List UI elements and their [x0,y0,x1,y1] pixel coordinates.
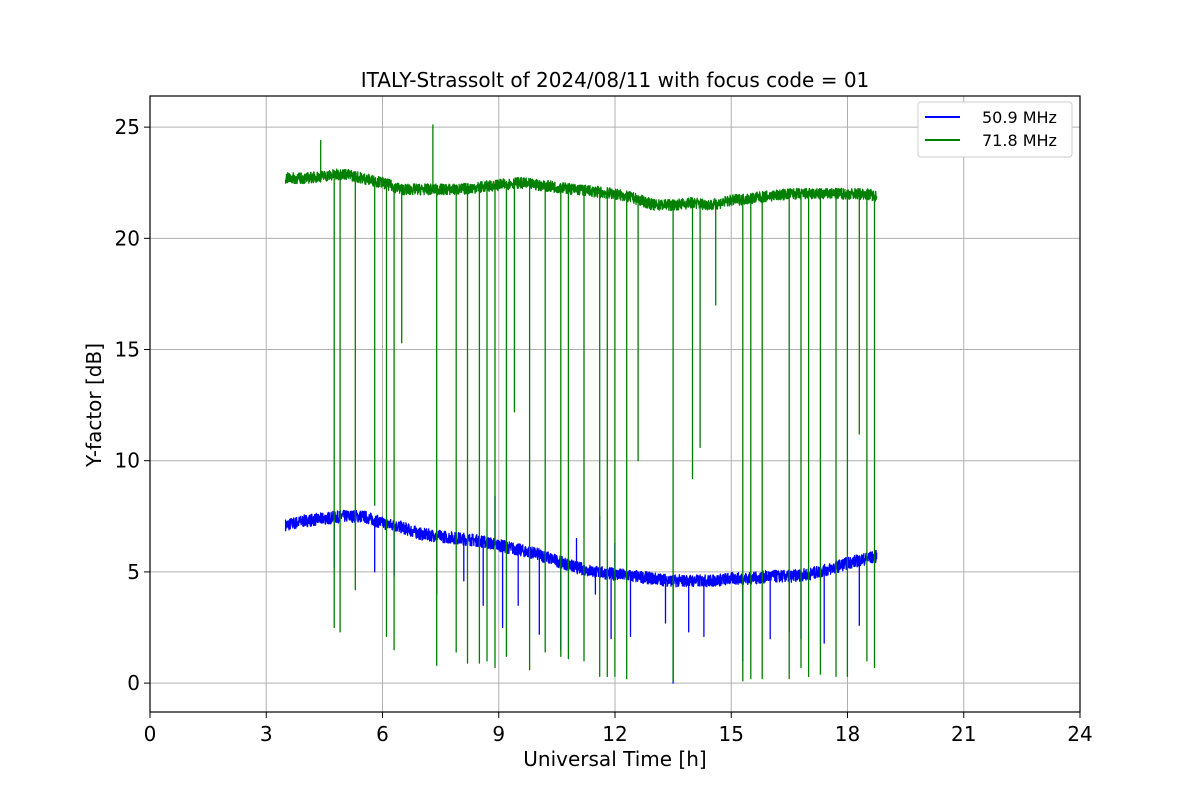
y-tick-label: 0 [127,671,140,695]
ticks: 0 3 6 9 12 15 18 21 24 0 5 10 15 20 25 [115,115,1093,746]
x-axis-label: Universal Time [h] [523,747,706,771]
x-tick-label: 12 [602,722,627,746]
y-tick-label: 25 [115,115,140,139]
legend-label-50-9: 50.9 MHz [982,108,1057,127]
x-tick-label: 9 [492,722,505,746]
legend-box [917,101,1073,158]
legend-label-71-8: 71.8 MHz [982,131,1057,150]
series-line-50-9-mhz [284,495,878,684]
x-tick-label: 3 [260,722,273,746]
x-tick-label: 6 [376,722,389,746]
y-tick-label: 10 [115,449,140,473]
y-tick-label: 20 [115,226,140,250]
series-layer [284,124,878,684]
legend: 50.9 MHz 71.8 MHz [917,101,1073,158]
x-tick-label: 21 [951,722,976,746]
y-axis-label: Y-factor [dB] [82,343,106,468]
series-line-71-8-mhz [284,124,878,682]
x-tick-label: 24 [1067,722,1092,746]
x-tick-label: 0 [144,722,157,746]
chart-title: ITALY-Strassolt of 2024/08/11 with focus… [361,68,870,92]
y-tick-label: 5 [127,560,140,584]
x-tick-label: 18 [835,722,860,746]
y-tick-label: 15 [115,338,140,362]
x-tick-label: 15 [719,722,744,746]
